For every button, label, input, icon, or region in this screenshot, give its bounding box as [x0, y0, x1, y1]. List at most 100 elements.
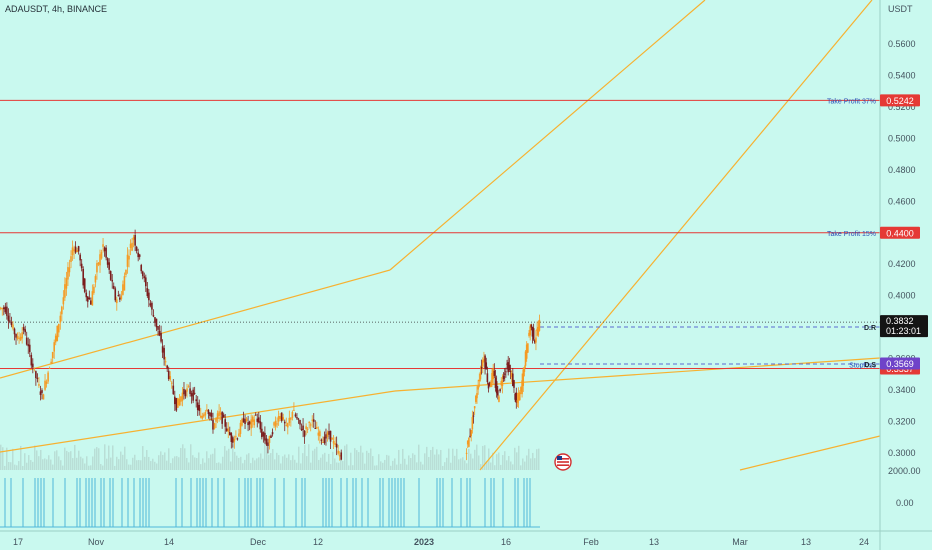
candle-body[interactable] [83, 278, 86, 292]
candle-body[interactable] [238, 433, 240, 437]
candle-body[interactable] [242, 418, 245, 423]
candle-body[interactable] [253, 419, 256, 426]
candle-body[interactable] [167, 370, 170, 379]
candle-body[interactable] [334, 443, 336, 445]
candle-body[interactable] [15, 334, 17, 338]
candle-body[interactable] [224, 419, 227, 427]
candle-body[interactable] [146, 288, 149, 297]
candle-body[interactable] [134, 235, 136, 246]
candle-body[interactable] [106, 258, 109, 265]
candle-body[interactable] [151, 302, 153, 310]
candle-body[interactable] [190, 393, 193, 397]
candle-body[interactable] [145, 277, 147, 287]
candle-body[interactable] [152, 315, 155, 317]
candle-body[interactable] [239, 422, 242, 434]
candle-body[interactable] [137, 252, 139, 258]
candle-body[interactable] [27, 344, 30, 347]
candle-body[interactable] [273, 422, 275, 426]
candle-body[interactable] [96, 263, 98, 273]
candle-body[interactable] [51, 351, 54, 359]
candle-body[interactable] [317, 432, 320, 436]
candle-body[interactable] [515, 392, 518, 403]
candle-body[interactable] [323, 436, 326, 444]
candle-body[interactable] [189, 388, 191, 394]
candle-body[interactable] [328, 431, 330, 435]
candle-body[interactable] [18, 337, 20, 339]
candle-body[interactable] [268, 435, 271, 443]
candle-body[interactable] [303, 430, 306, 437]
candle-body[interactable] [186, 388, 188, 392]
candle-body[interactable] [257, 417, 260, 423]
candle-body[interactable] [120, 295, 123, 299]
candle-body[interactable] [10, 322, 13, 326]
candle-body[interactable] [170, 382, 173, 384]
candle-body[interactable] [4, 306, 7, 313]
candle-body[interactable] [141, 271, 144, 277]
candle-body[interactable] [160, 332, 162, 342]
candle-body[interactable] [236, 438, 239, 440]
candle-body[interactable] [503, 373, 506, 375]
candle-body[interactable] [122, 284, 124, 295]
candle-body[interactable] [261, 428, 263, 438]
candle-body[interactable] [198, 404, 201, 411]
candle-body[interactable] [280, 412, 283, 421]
level-lines[interactable]: Take Profit 37%Take Profit 15%StoplossD.… [0, 98, 880, 370]
candle-body[interactable] [520, 387, 522, 392]
candle-body[interactable] [282, 417, 285, 420]
candle-body[interactable] [94, 276, 97, 283]
candle-body[interactable] [488, 382, 491, 386]
candles[interactable] [0, 229, 541, 461]
candle-body[interactable] [88, 297, 91, 300]
candle-body[interactable] [54, 335, 57, 343]
candle-body[interactable] [149, 303, 152, 306]
candle-body[interactable] [7, 315, 10, 322]
candle-body[interactable] [277, 415, 280, 422]
candle-body[interactable] [213, 423, 216, 429]
candle-body[interactable] [300, 428, 303, 431]
candle-body[interactable] [161, 346, 164, 353]
candle-body[interactable] [201, 415, 204, 419]
candle-body[interactable] [244, 419, 246, 424]
candle-body[interactable] [154, 317, 156, 323]
candle-body[interactable] [59, 315, 62, 323]
candle-body[interactable] [204, 412, 207, 416]
candle-body[interactable] [513, 380, 515, 388]
candle-body[interactable] [532, 328, 535, 340]
candle-body[interactable] [102, 244, 104, 247]
candle-body[interactable] [22, 327, 25, 331]
candle-body[interactable] [286, 423, 289, 428]
candle-body[interactable] [498, 396, 500, 402]
candle-body[interactable] [245, 418, 248, 422]
candle-body[interactable] [487, 383, 490, 389]
candle-body[interactable] [525, 344, 528, 359]
candle-body[interactable] [536, 328, 538, 331]
candle-body[interactable] [70, 256, 72, 262]
candle-body[interactable] [210, 412, 213, 417]
candle-body[interactable] [166, 365, 168, 369]
candle-body[interactable] [491, 372, 493, 383]
candle-body[interactable] [50, 361, 52, 364]
candle-body[interactable] [232, 437, 234, 443]
candle-body[interactable] [64, 284, 66, 298]
candle-body[interactable] [479, 371, 482, 380]
candle-body[interactable] [193, 392, 196, 394]
candle-body[interactable] [468, 437, 470, 447]
candle-body[interactable] [196, 402, 199, 411]
candle-body[interactable] [13, 328, 16, 335]
candle-body[interactable] [19, 336, 22, 341]
candle-body[interactable] [496, 389, 499, 396]
candle-body[interactable] [175, 398, 178, 411]
candle-body[interactable] [28, 344, 31, 353]
candle-body[interactable] [65, 278, 68, 289]
candle-body[interactable] [495, 381, 498, 394]
trendline[interactable] [739, 435, 881, 471]
candle-body[interactable] [99, 254, 101, 266]
candle-body[interactable] [499, 389, 501, 392]
candle-body[interactable] [512, 373, 514, 387]
candle-body[interactable] [178, 398, 181, 406]
candle-body[interactable] [212, 419, 214, 430]
candle-body[interactable] [114, 288, 117, 301]
candle-body[interactable] [143, 276, 146, 279]
candle-body[interactable] [305, 426, 307, 430]
candle-body[interactable] [135, 246, 138, 251]
